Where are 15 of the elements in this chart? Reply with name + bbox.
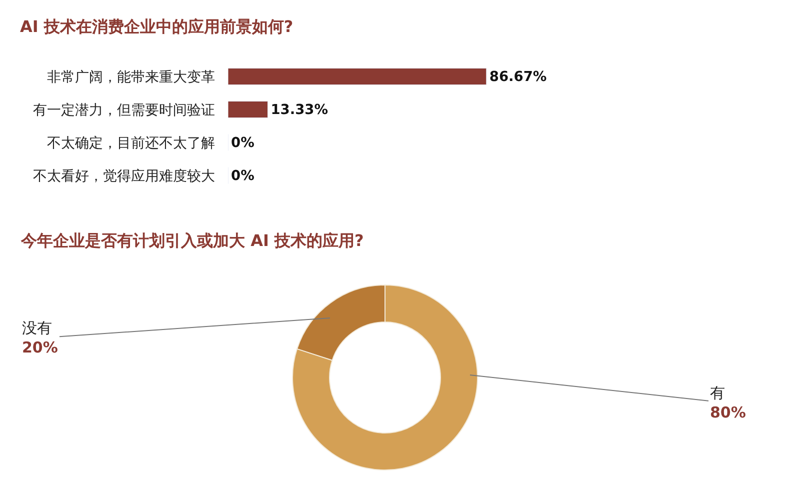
chart-title: 今年企业是否有计划引入或加大 AI 技术的应用? <box>20 231 364 250</box>
data-label: 20% <box>22 338 58 356</box>
data-label: 13.33% <box>270 102 328 118</box>
y-tick-label: 有一定潜力，但需要时间验证 <box>33 102 215 118</box>
chart-title: AI 技术在消费企业中的应用前景如何? <box>20 17 294 36</box>
y-tick-label: 非常广阔，能带来重大变革 <box>47 69 215 86</box>
data-label: 0% <box>230 135 255 152</box>
slice-label: 没有 <box>22 319 52 337</box>
data-label: 86.67% <box>489 69 547 86</box>
y-tick-label: 不太看好，觉得应用难度较大 <box>33 168 215 184</box>
donut-slice <box>292 284 478 470</box>
y-tick-label: 不太确定，目前还不太了解 <box>47 135 215 152</box>
data-label: 80% <box>710 404 746 422</box>
data-label: 0% <box>230 168 255 184</box>
slice-label: 有 <box>710 384 725 402</box>
